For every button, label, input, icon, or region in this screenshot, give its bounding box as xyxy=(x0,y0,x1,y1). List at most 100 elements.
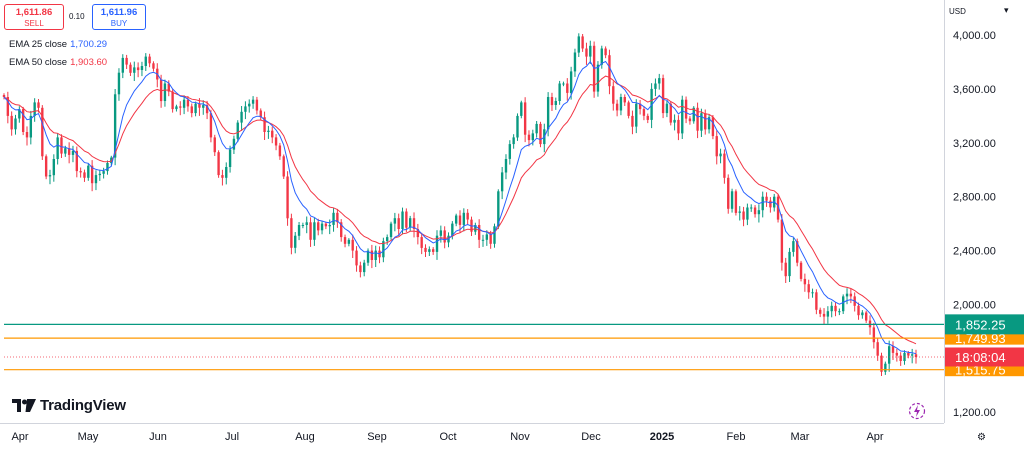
chevron-down-icon[interactable]: ▾ xyxy=(1004,5,1009,15)
candle-body xyxy=(658,78,661,84)
candle-body xyxy=(301,225,305,226)
candle-body xyxy=(320,223,324,231)
candle-body xyxy=(765,196,768,201)
price-tick-label: 2,000.00 xyxy=(953,299,996,311)
candle-body xyxy=(907,352,910,356)
candle-body xyxy=(887,346,891,364)
legend-ema-50[interactable]: EMA 50 close 1,903.60 xyxy=(9,57,107,68)
time-tick-label: Oct xyxy=(439,431,456,443)
candle-body xyxy=(554,101,557,105)
candle-body xyxy=(236,122,239,139)
candle-body xyxy=(67,148,71,155)
candle-body xyxy=(2,95,6,97)
candle-body xyxy=(612,86,615,104)
candle-body xyxy=(857,305,860,316)
candle-body xyxy=(10,115,13,130)
candle-body xyxy=(98,173,101,176)
candle-body xyxy=(129,64,132,73)
candle-body xyxy=(278,145,282,157)
time-tick-label: Mar xyxy=(791,431,810,443)
candle-body xyxy=(25,132,29,138)
candle-body xyxy=(865,312,868,321)
candle-body xyxy=(182,99,186,108)
candle-body xyxy=(769,200,772,208)
bar-replay-icon[interactable] xyxy=(908,402,926,420)
orange-upper-badge-bg xyxy=(945,331,1024,345)
candle-body xyxy=(700,113,703,131)
candle-body xyxy=(83,172,86,178)
candle-body xyxy=(581,36,584,49)
candle-body xyxy=(688,118,692,122)
candle-body xyxy=(424,247,427,252)
sell-label: SELL xyxy=(24,19,44,28)
candle-body xyxy=(838,311,841,313)
orange-upper-badge-label: 1,749.93 xyxy=(955,331,1006,346)
candle-body xyxy=(336,212,339,223)
time-tick-label: Aug xyxy=(295,431,315,443)
candle-body xyxy=(466,212,469,220)
candle-body xyxy=(750,207,753,209)
candle-body xyxy=(14,118,17,130)
candle-body xyxy=(815,292,818,310)
candle-body xyxy=(792,241,795,252)
candle-body xyxy=(435,235,439,252)
gear-icon[interactable]: ⚙ xyxy=(977,432,986,443)
candle-body xyxy=(225,167,228,178)
candle-body xyxy=(635,103,638,127)
candle-body xyxy=(332,212,335,225)
candle-body xyxy=(163,83,167,101)
currency-selector[interactable]: USD xyxy=(949,7,966,16)
time-tick-label: Feb xyxy=(727,431,746,443)
candle-body xyxy=(186,99,190,107)
candle-body xyxy=(485,234,489,240)
candle-body xyxy=(79,171,82,173)
candle-body xyxy=(431,249,435,252)
candle-body xyxy=(753,207,757,215)
tradingview-logo[interactable]: TradingView xyxy=(12,397,126,414)
candle-body xyxy=(263,117,266,132)
candle-body xyxy=(784,262,787,277)
candle-body xyxy=(232,138,236,150)
candle-body xyxy=(294,235,297,248)
buy-button[interactable]: 1,611.96 BUY xyxy=(92,4,146,30)
candle-body xyxy=(615,103,619,111)
candle-body xyxy=(29,115,33,138)
candle-body xyxy=(481,239,485,241)
candle-body xyxy=(144,56,147,66)
ema-25-label: EMA 25 close xyxy=(9,39,68,50)
candle-body xyxy=(665,103,669,114)
candle-body xyxy=(271,130,274,138)
candle-body xyxy=(351,239,354,251)
buy-label: BUY xyxy=(110,19,128,28)
candle-body xyxy=(94,175,98,184)
candle-body xyxy=(462,212,466,225)
buy-price: 1,611.96 xyxy=(100,7,138,18)
candle-body xyxy=(677,119,680,134)
candle-body xyxy=(562,83,565,85)
candle-body xyxy=(891,346,895,353)
candle-body xyxy=(21,109,25,132)
candle-body xyxy=(585,48,588,57)
candle-body xyxy=(673,119,676,123)
candle-body xyxy=(60,137,63,154)
candle-body xyxy=(550,97,554,106)
candle-body xyxy=(573,52,577,72)
candle-body xyxy=(179,106,182,108)
candle-body xyxy=(409,218,412,228)
candle-body xyxy=(508,144,512,159)
candle-body xyxy=(44,156,48,177)
candle-body xyxy=(604,48,607,56)
sell-button[interactable]: 1,611.86 SELL xyxy=(4,4,64,30)
candle-body xyxy=(527,134,531,141)
legend-ema-25[interactable]: EMA 25 close 1,700.29 xyxy=(9,39,107,50)
ema-50-label: EMA 50 close xyxy=(9,57,68,68)
candle-body xyxy=(148,56,151,64)
candle-body xyxy=(244,106,247,112)
candle-body xyxy=(102,171,105,174)
candle-body xyxy=(523,102,527,135)
time-badge-bg xyxy=(945,347,1024,367)
candle-body xyxy=(500,172,504,192)
candle-body xyxy=(133,67,136,73)
